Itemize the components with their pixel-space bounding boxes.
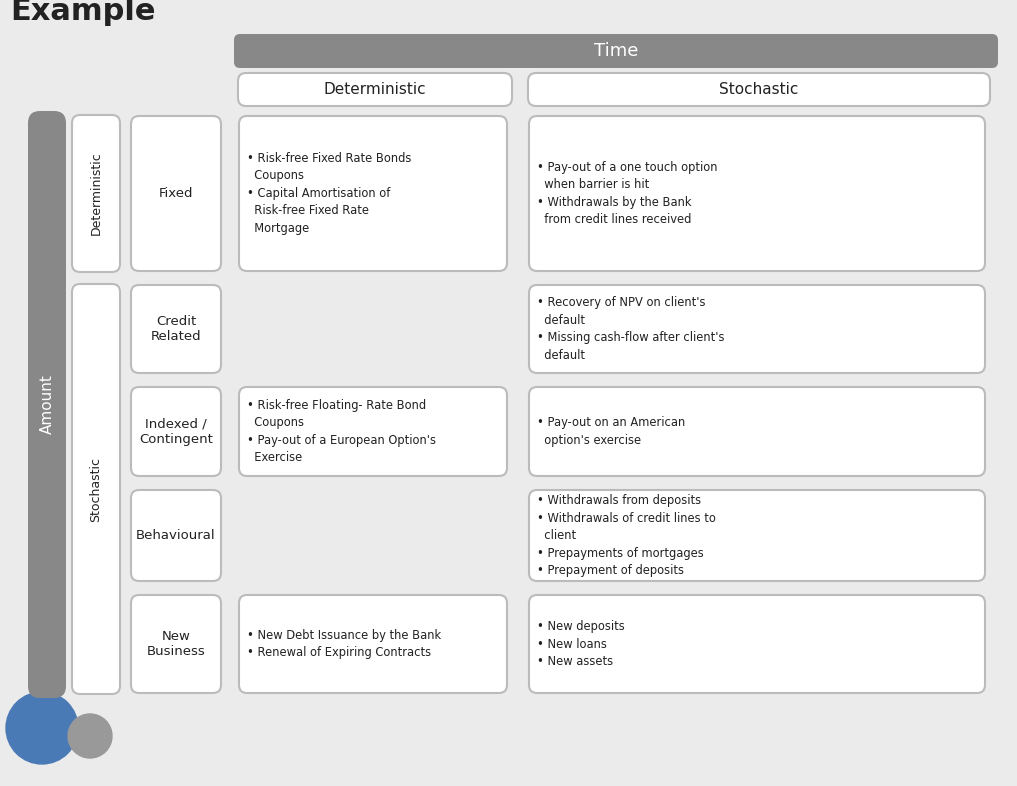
FancyBboxPatch shape [131, 285, 221, 373]
Text: Credit
Related: Credit Related [151, 315, 201, 343]
FancyBboxPatch shape [28, 111, 66, 698]
Text: Example: Example [10, 0, 156, 26]
FancyBboxPatch shape [131, 490, 221, 581]
FancyBboxPatch shape [238, 73, 512, 106]
FancyBboxPatch shape [72, 115, 120, 272]
FancyBboxPatch shape [234, 34, 998, 68]
FancyBboxPatch shape [529, 595, 985, 693]
Text: Deterministic: Deterministic [89, 152, 103, 235]
Circle shape [6, 692, 78, 764]
Text: • Recovery of NPV on client's
  default
• Missing cash-flow after client's
  def: • Recovery of NPV on client's default • … [537, 296, 724, 362]
Text: • Risk-free Fixed Rate Bonds
  Coupons
• Capital Amortisation of
  Risk-free Fix: • Risk-free Fixed Rate Bonds Coupons • C… [247, 152, 411, 235]
Text: • Pay-out of a one touch option
  when barrier is hit
• Withdrawals by the Bank
: • Pay-out of a one touch option when bar… [537, 161, 718, 226]
Text: Stochastic: Stochastic [719, 82, 798, 97]
FancyBboxPatch shape [131, 116, 221, 271]
FancyBboxPatch shape [239, 595, 507, 693]
Text: • Withdrawals from deposits
• Withdrawals of credit lines to
  client
• Prepayme: • Withdrawals from deposits • Withdrawal… [537, 494, 716, 577]
Text: Indexed /
Contingent: Indexed / Contingent [139, 417, 213, 446]
Text: New
Business: New Business [146, 630, 205, 658]
Text: Amount: Amount [40, 375, 55, 435]
Text: • New deposits
• New loans
• New assets: • New deposits • New loans • New assets [537, 620, 624, 668]
Text: Stochastic: Stochastic [89, 457, 103, 521]
Text: • New Debt Issuance by the Bank
• Renewal of Expiring Contracts: • New Debt Issuance by the Bank • Renewa… [247, 629, 441, 659]
Text: Deterministic: Deterministic [323, 82, 426, 97]
FancyBboxPatch shape [131, 387, 221, 476]
FancyBboxPatch shape [72, 284, 120, 694]
Text: • Risk-free Floating- Rate Bond
  Coupons
• Pay-out of a European Option's
  Exe: • Risk-free Floating- Rate Bond Coupons … [247, 399, 436, 465]
FancyBboxPatch shape [239, 387, 507, 476]
Text: Time: Time [594, 42, 639, 60]
FancyBboxPatch shape [528, 73, 990, 106]
Circle shape [68, 714, 112, 758]
FancyBboxPatch shape [529, 116, 985, 271]
FancyBboxPatch shape [131, 595, 221, 693]
Text: Behavioural: Behavioural [136, 529, 216, 542]
FancyBboxPatch shape [529, 285, 985, 373]
FancyBboxPatch shape [239, 116, 507, 271]
Text: Fixed: Fixed [159, 187, 193, 200]
Text: • Pay-out on an American
  option's exercise: • Pay-out on an American option's exerci… [537, 417, 685, 446]
FancyBboxPatch shape [529, 387, 985, 476]
FancyBboxPatch shape [529, 490, 985, 581]
